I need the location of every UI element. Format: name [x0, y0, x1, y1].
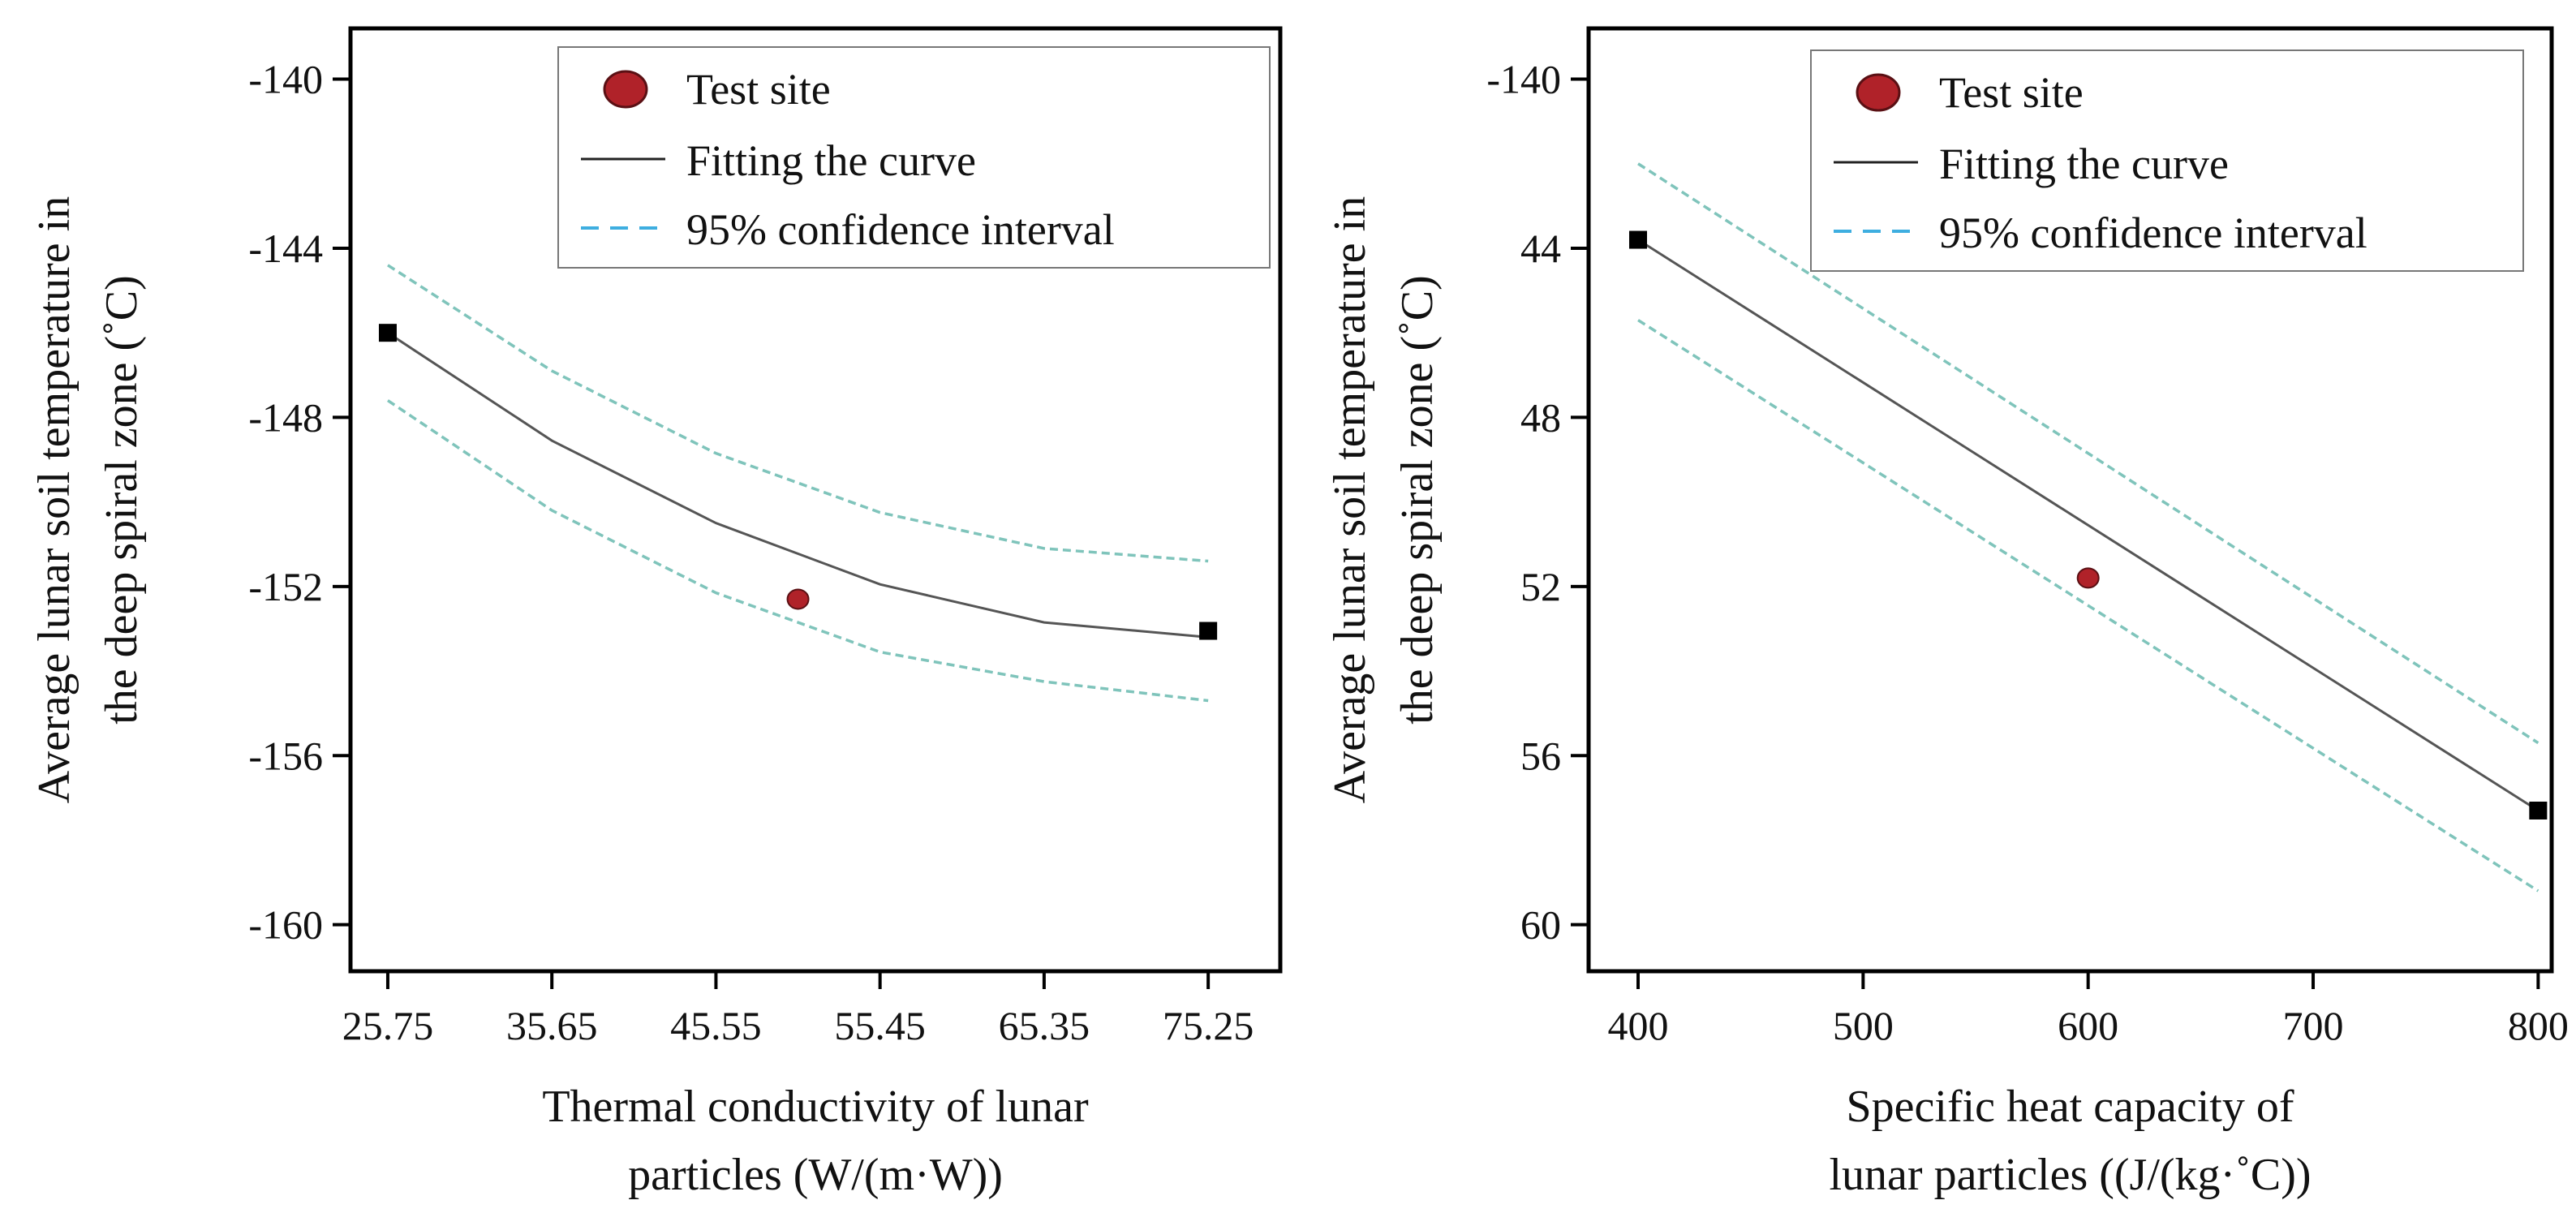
x-tick-label: 700 — [2283, 1003, 2344, 1048]
fitted-curve-line — [1638, 240, 2538, 811]
x-axis-title: lunar particles ((J/(kg·˚C)) — [1830, 1150, 2312, 1200]
y-tick-label: -152 — [248, 564, 323, 609]
y-axis-title: the deep spiral zone (˚C) — [97, 275, 147, 725]
y-axis-title: the deep spiral zone (˚C) — [1392, 275, 1443, 725]
y-tick-label: 44 — [1520, 226, 1561, 271]
legend-label: 95% confidence interval — [686, 205, 1115, 254]
x-axis-title: particles (W/(m·W)) — [628, 1150, 1003, 1200]
endpoint-marker — [379, 324, 397, 342]
figure-canvas: -140 -144 -148 -152 -156 -160 25.75 35.65 45.55 5… — [0, 0, 2576, 1226]
y-axis-title: Average lunar soil temperature in — [1325, 196, 1375, 803]
x-tick-label: 800 — [2508, 1003, 2569, 1048]
confidence-interval-line — [1638, 320, 2538, 891]
x-axis-title: Specific heat capacity of — [1847, 1082, 2294, 1132]
x-tick-label: 600 — [2058, 1003, 2118, 1048]
y-tick-label: -144 — [248, 226, 323, 271]
legend-label: Fitting the curve — [686, 136, 976, 185]
x-tick-label: 25.75 — [342, 1003, 434, 1048]
y-tick-label: 52 — [1520, 564, 1561, 609]
test-site-marker — [788, 589, 809, 609]
x-tick-label: 35.65 — [506, 1003, 598, 1048]
y-tick-label: -140 — [248, 57, 323, 102]
chart-specific-heat-capacity: -140 44 48 52 56 60 400 500 600 700 800 Specific he… — [1325, 28, 2569, 1200]
x-tick-label: 75.25 — [1163, 1003, 1254, 1048]
legend-label: Test site — [1939, 68, 2084, 117]
legend-label: Fitting the curve — [1939, 140, 2229, 188]
x-axis-title: Thermal conductivity of lunar — [542, 1082, 1089, 1132]
legend-label: 95% confidence interval — [1939, 209, 2367, 257]
y-tick-label: -156 — [248, 733, 323, 778]
x-tick-label: 55.45 — [834, 1003, 926, 1048]
y-tick-label: 60 — [1520, 902, 1561, 948]
y-tick-label: 48 — [1520, 394, 1561, 440]
test-site-marker — [2078, 568, 2099, 587]
legend-test-site-marker — [604, 71, 647, 107]
chart-thermal-conductivity: -140 -144 -148 -152 -156 -160 25.75 35.65 45.55 5… — [29, 28, 1280, 1200]
x-tick-label: 45.55 — [670, 1003, 762, 1048]
confidence-interval-line — [388, 401, 1208, 701]
y-tick-label: 56 — [1520, 733, 1561, 778]
x-tick-label: 65.35 — [999, 1003, 1090, 1048]
y-axis-title: Average lunar soil temperature in — [29, 196, 80, 803]
endpoint-marker — [1199, 622, 1217, 640]
x-tick-label: 400 — [1608, 1003, 1669, 1048]
legend-label: Test site — [686, 65, 831, 114]
y-tick-label: -148 — [248, 394, 323, 440]
endpoint-marker — [1629, 231, 1647, 249]
y-tick-label: -160 — [248, 902, 323, 948]
y-tick-label: -140 — [1486, 57, 1561, 102]
endpoint-marker — [2529, 802, 2547, 819]
x-tick-label: 500 — [1833, 1003, 1894, 1048]
legend-test-site-marker — [1857, 75, 1899, 110]
